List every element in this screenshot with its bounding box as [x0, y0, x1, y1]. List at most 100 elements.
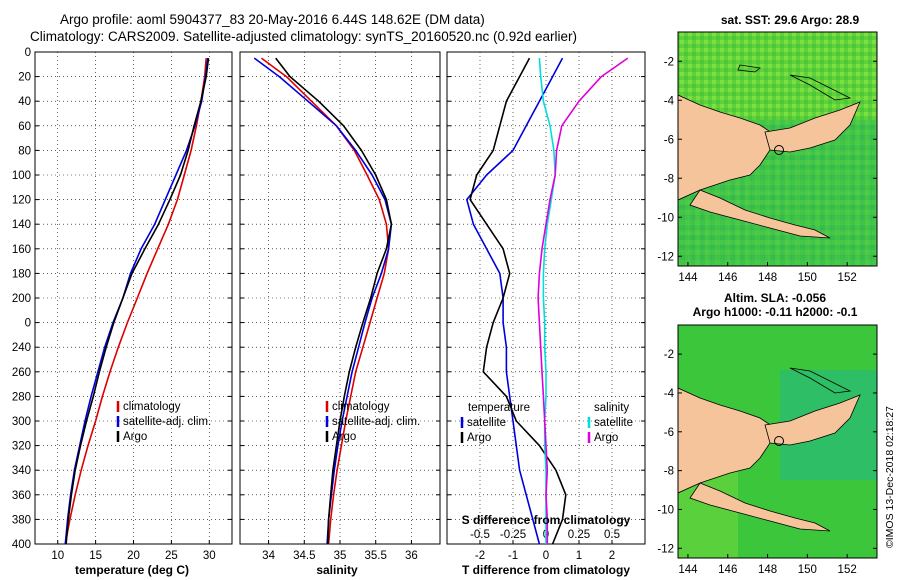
temperature-xtick-label: 25: [165, 550, 178, 562]
difference-legend-temperature-title: temperature: [468, 402, 530, 414]
temperature-panel: 0 20 40 60 80 100 120 140 160 180 200 0 240 260 280 300…: [12, 47, 233, 562]
temperature-legend-label: Argo: [123, 431, 147, 443]
sla-map-image: [678, 325, 877, 558]
sst-map-title: sat. SST: 29.6 Argo: 28.9: [721, 13, 860, 27]
sla-map-frame: [677, 324, 878, 559]
difference-series-s-satellite: [538, 58, 557, 544]
sst-map-argo-marker: [774, 145, 784, 155]
difference-top-tick-label: -0.25: [500, 529, 526, 541]
temperature-ytick-label: 40: [18, 96, 31, 108]
sst-map-xtick-label: 148: [758, 272, 777, 284]
sla-map-ytick-label: -10: [657, 504, 674, 516]
sst-map-ytick-label: -4: [664, 95, 675, 107]
sst-map-ytick-label: -6: [664, 134, 674, 146]
salinity-xtick-label: 34.5: [293, 550, 315, 562]
temperature-ytick-label: 100: [12, 170, 31, 182]
temperature-ytick-label: 280: [12, 391, 31, 403]
difference-legend-label: satellite: [594, 417, 633, 429]
sla-map-xtick-label: 148: [758, 564, 777, 576]
temperature-xlabel: temperature (deg C): [75, 563, 189, 577]
sst-map-xtick-label: 152: [838, 272, 857, 284]
sla-map-title-1: Altim. SLA: -0.056: [724, 291, 826, 305]
difference-xtick-label: -2: [475, 550, 485, 562]
difference-legend-label: Argo: [594, 432, 618, 444]
sst-map-ytick-label: -10: [657, 212, 674, 224]
sla-map-ticks: 144 146 148 150 152 -2 -4 -6 -8 -10 -12: [657, 349, 877, 576]
difference-xtick-label: 0: [543, 550, 549, 562]
difference-xtick-label: -1: [508, 550, 518, 562]
difference-series-s-argo: [537, 57, 629, 544]
temperature-ytick-label: 60: [18, 121, 31, 133]
temperature-xtick-label: 15: [89, 550, 102, 562]
sst-map-ytick-label: -2: [664, 56, 674, 68]
temperature-ytick-label: 360: [12, 490, 31, 502]
difference-top-tick-label: -0.5: [470, 529, 490, 541]
difference-legend-label: satellite: [467, 417, 506, 429]
temperature-ytick-label: 20: [18, 72, 31, 84]
salinity-panel: 34 34.5 35 35.5 36 climatology satellite-adj. …: [239, 51, 441, 562]
difference-legend-label: Argo: [467, 432, 491, 444]
temperature-xtick-label: 10: [51, 550, 64, 562]
title-line-1: Argo profile: aoml 5904377_83 20-May-201…: [60, 12, 485, 27]
salinity-legend-label: satellite-adj. clim.: [332, 416, 420, 428]
salinity-series-satellite-adj-clim-: [253, 57, 393, 545]
sst-map-xtick-label: 144: [678, 272, 698, 284]
temperature-legend-label: satellite-adj. clim.: [123, 416, 211, 428]
sla-map-xtick-label: 152: [838, 564, 857, 576]
difference-legend-salinity-title: salinity: [594, 402, 629, 414]
temperature-xtick-label: 30: [203, 550, 216, 562]
salinity-xtick-label: 36: [405, 550, 418, 562]
temperature-legend-label: climatology: [123, 401, 181, 413]
temperature-ytick-label: 0: [25, 47, 31, 59]
sst-map-ytick-label: -8: [664, 173, 674, 185]
sst-map-xtick-label: 150: [798, 272, 817, 284]
temperature-ytick-label: 200: [12, 293, 31, 305]
sla-map-argo-marker: [774, 436, 784, 446]
salinity-xlabel: salinity: [316, 563, 358, 577]
sla-map-xtick-label: 144: [678, 564, 698, 576]
salinity-xtick-label: 35: [334, 550, 347, 562]
sst-map-ytick-label: -12: [657, 251, 674, 263]
sla-map-ytick-label: -2: [664, 349, 674, 361]
sla-map-ytick-label: -12: [657, 543, 674, 555]
sst-map-image: [678, 32, 877, 266]
salinity-xtick-label: 35.5: [365, 550, 387, 562]
temperature-ytick-label: 80: [18, 145, 31, 157]
salinity-legend-label: climatology: [332, 401, 390, 413]
difference-top-tick-label: 0.25: [568, 529, 590, 541]
temperature-series-climatology: [64, 58, 207, 545]
temperature-ytick-label: 260: [12, 367, 31, 379]
difference-panel: -2 -1 0 1 2-0.5 -0.25 0 0.25 0.5temperaturesatel…: [446, 51, 646, 562]
temperature-ytick-label: 180: [12, 268, 31, 280]
temperature-ytick-label: 400: [12, 539, 31, 551]
temperature-ytick-label: 240: [12, 342, 31, 354]
sst-map-xtick-label: 146: [718, 272, 737, 284]
difference-xtick-label: 1: [576, 550, 582, 562]
temperature-ytick-label: 160: [12, 244, 31, 256]
difference-xtick-label: 2: [609, 550, 615, 562]
salinity-xtick-label: 34: [262, 550, 275, 562]
difference-top-tick-label: 0.5: [604, 529, 620, 541]
salinity-legend-label: Argo: [332, 431, 356, 443]
temperature-series-argo: [65, 58, 210, 545]
temperature-ytick-label: 300: [12, 416, 31, 428]
difference-series-t-argo: [469, 57, 567, 545]
sla-map-ytick-label: -4: [664, 388, 675, 400]
sla-map-xtick-label: 150: [798, 564, 817, 576]
sla-map-xtick-label: 146: [718, 564, 737, 576]
temperature-ytick-label: 120: [12, 195, 31, 207]
sst-map-ticks: 144 146 148 150 152 -2 -4 -6 -8 -10 -12: [657, 56, 877, 284]
difference-xlabel: T difference from climatology: [462, 563, 630, 577]
title-line-2: Climatology: CARS2009. Satellite-adjuste…: [30, 29, 577, 44]
credit-text: ©IMOS 13-Dec-2018 02:18:27: [884, 406, 896, 548]
temperature-ytick-label: 140: [12, 219, 31, 231]
temperature-ytick-label: 320: [12, 441, 31, 453]
temperature-xtick-label: 20: [127, 550, 140, 562]
sla-map-ytick-label: -6: [664, 427, 674, 439]
temperature-ytick-label: 0: [25, 318, 31, 330]
temperature-frame: [34, 51, 233, 545]
difference-series-t-satellite: [465, 57, 564, 545]
temperature-ytick-label: 340: [12, 465, 31, 477]
sla-map-title-2: Argo h1000: -0.11 h2000: -0.1: [693, 305, 858, 319]
